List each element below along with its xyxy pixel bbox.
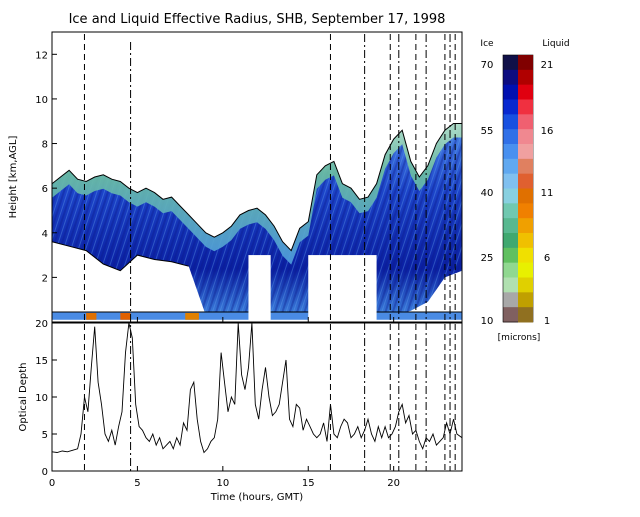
- vertical-markers: [83, 34, 456, 471]
- x-tick-label-20: 20: [387, 478, 400, 489]
- liquid-tick-11: 11: [541, 188, 554, 199]
- liquid-swatch-7: [518, 158, 533, 175]
- x-tick-label-0: 0: [49, 478, 55, 489]
- ice-swatch-0: [503, 55, 518, 71]
- liquid-swatch-4: [518, 114, 533, 130]
- bottom-y-axis: 0 5 10 15 20: [35, 319, 57, 478]
- liquid-swatch-16: [518, 292, 533, 308]
- ice-swatch-8: [503, 173, 518, 189]
- cloud-top-band: [52, 123, 462, 265]
- ice-swatch-9: [503, 188, 518, 204]
- ice-swatch-16: [503, 292, 518, 308]
- colorbar-units: [microns]: [498, 333, 541, 343]
- liquid-swatch-3: [518, 99, 533, 115]
- bottom-y-tick-label-15: 15: [35, 356, 48, 367]
- ice-swatch-1: [503, 69, 518, 86]
- ice-swatch-7: [503, 158, 518, 175]
- liquid-swatch-12: [518, 233, 533, 249]
- cloud-top-outline: [52, 123, 462, 252]
- colorbar: Ice Liquid 70 55 40 25 10 21 16 11 6 1 [microns]: [480, 39, 569, 343]
- bottom-y-axis-label: Optical Depth: [18, 363, 29, 432]
- x-axis: 0 5 10 15 20: [49, 466, 400, 489]
- ice-swatch-17: [503, 307, 518, 323]
- data-gap-1: [308, 255, 377, 322]
- x-axis-label: Time (hours, GMT): [210, 492, 304, 503]
- ice-colorbar: [502, 54, 534, 323]
- ice-tick-70: 70: [481, 60, 494, 71]
- liquid-swatch-13: [518, 247, 533, 264]
- colorbar-ice-label: Ice: [480, 39, 494, 49]
- liquid-tick-21: 21: [541, 60, 554, 71]
- x-tick-label-5: 5: [134, 478, 140, 489]
- liquid-swatch-11: [518, 218, 533, 234]
- bottom-y-tick-label-5: 5: [42, 430, 48, 441]
- top-y-tick-label-4: 4: [42, 229, 48, 240]
- liquid-tick-16: 16: [541, 126, 554, 137]
- bottom-y-tick-label-0: 0: [42, 467, 48, 478]
- ice-swatch-6: [503, 144, 518, 160]
- chart-title: Ice and Liquid Effective Radius, SHB, Se…: [69, 12, 446, 27]
- bottom-y-tick-label-20: 20: [35, 319, 48, 330]
- colorbar-liquid-label: Liquid: [542, 39, 569, 49]
- top-y-tick-label-6: 6: [42, 184, 48, 195]
- x-tick-label-15: 15: [302, 478, 315, 489]
- liquid-swatch-17: [518, 307, 533, 323]
- ice-swatch-3: [503, 99, 518, 115]
- ice-swatch-11: [503, 218, 518, 234]
- x-tick-label-10: 10: [216, 478, 229, 489]
- ice-tick-55: 55: [481, 126, 494, 137]
- radius-plot: 2 4 6 8 10 12 Height [km,AGL]: [8, 31, 463, 323]
- optical-depth-line: [52, 323, 462, 454]
- top-plot-frame: [51, 31, 463, 323]
- top-y-tick-label-8: 8: [42, 140, 48, 151]
- liquid-swatch-14: [518, 262, 533, 278]
- ice-tick-40: 40: [481, 188, 494, 199]
- ice-tick-25: 25: [481, 253, 494, 264]
- ice-swatch-5: [503, 129, 518, 145]
- liquid-swatch-0: [518, 55, 533, 71]
- ice-swatch-4: [503, 114, 518, 130]
- bottom-plot-frame: [51, 322, 463, 472]
- liquid-patch-0: [86, 312, 97, 320]
- top-y-axis-label: Height [km,AGL]: [8, 136, 19, 219]
- liquid-swatch-6: [518, 144, 533, 160]
- cloud-base-outline: [52, 241, 189, 272]
- cloud-field: [52, 123, 462, 322]
- liquid-swatch-9: [518, 188, 533, 204]
- top-y-axis: 2 4 6 8 10 12: [35, 50, 395, 322]
- optical-depth-series: [52, 323, 462, 454]
- liquid-patch-1: [120, 312, 131, 320]
- colorbar-ticks: 70 55 40 25 10 21 16 11 6 1: [481, 60, 554, 327]
- liquid-swatch-5: [518, 129, 533, 145]
- liquid-swatch-8: [518, 173, 533, 189]
- liquid-tick-1: 1: [544, 316, 550, 327]
- liquid-swatch-2: [518, 84, 533, 100]
- liquid-tick-6: 6: [544, 253, 550, 264]
- liquid-swatch-10: [518, 203, 533, 219]
- ice-tick-10: 10: [481, 316, 494, 327]
- liquid-colorbar: [518, 55, 533, 323]
- ice-swatch-10: [503, 203, 518, 219]
- top-y-tick-label-12: 12: [35, 50, 48, 61]
- ice-swatch-15: [503, 277, 518, 293]
- ice-swatch-12: [503, 233, 518, 249]
- liquid-swatch-15: [518, 277, 533, 293]
- top-y-tick-label-2: 2: [42, 273, 48, 284]
- data-gap-0: [248, 255, 271, 322]
- ice-swatch-2: [503, 84, 518, 100]
- optical-depth-plot: 0 5 10 15 20 0 5 10 15 20 Optical Depth Time (ho…: [18, 319, 463, 503]
- ice-swatch-13: [503, 247, 518, 264]
- ice-swatch-14: [503, 262, 518, 278]
- liquid-swatch-1: [518, 69, 533, 86]
- bottom-y-tick-label-10: 10: [35, 393, 48, 404]
- top-y-tick-label-10: 10: [35, 95, 48, 106]
- liquid-patch-2: [185, 312, 199, 320]
